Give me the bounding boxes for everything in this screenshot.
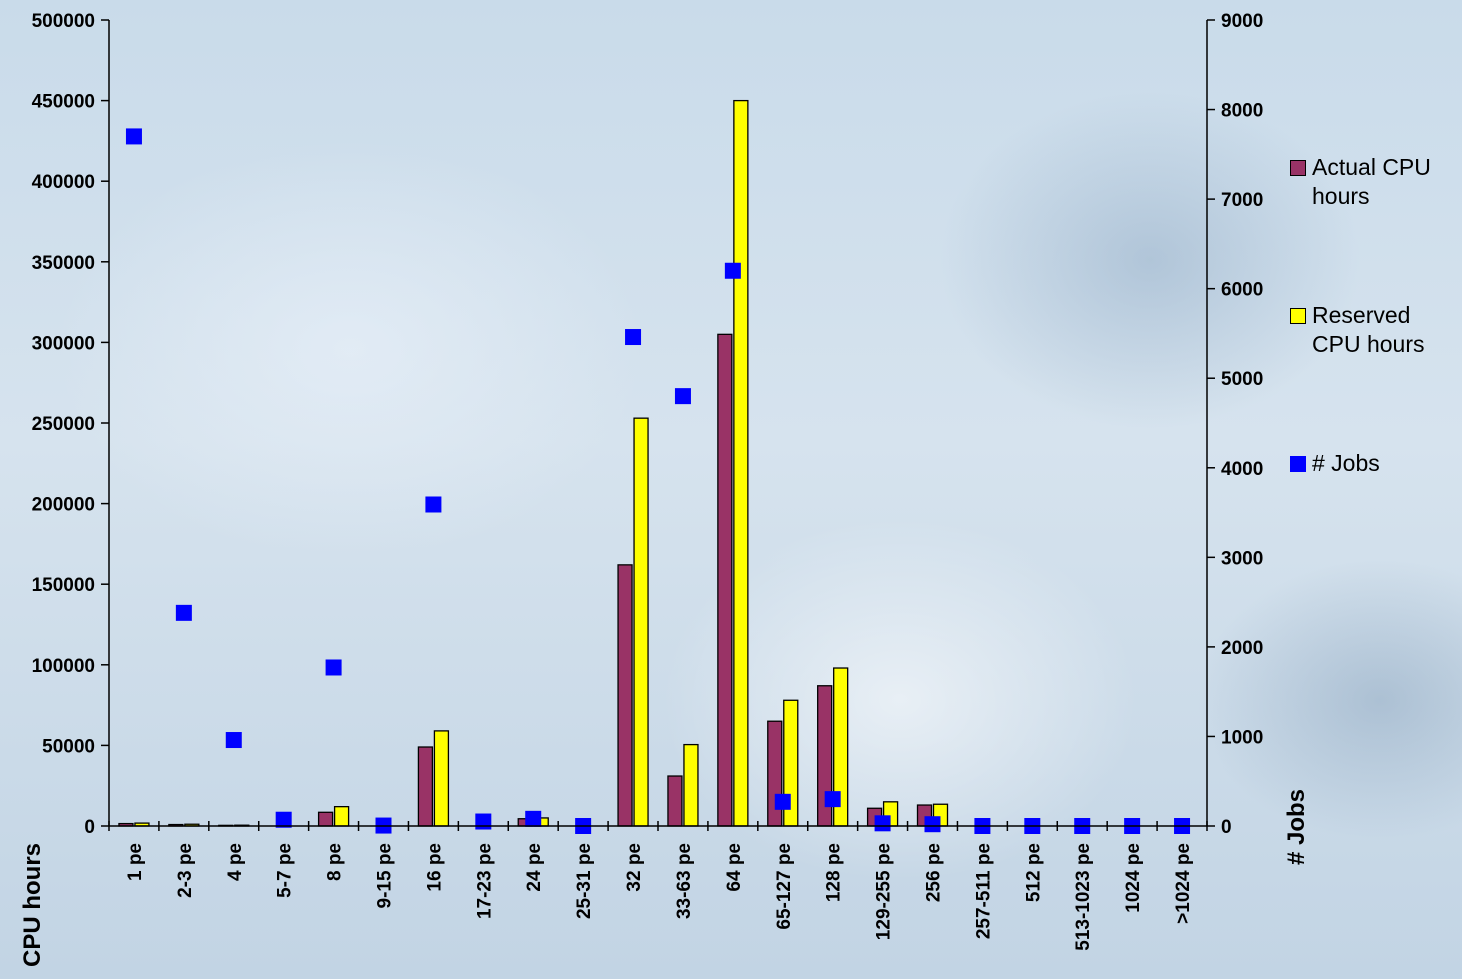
legend-swatch-reserved <box>1290 308 1306 324</box>
category-label-21: >1024 pe <box>1173 843 1194 924</box>
right-tick-label-0: 0 <box>1221 817 1232 838</box>
category-label-0: 1 pe <box>125 843 146 881</box>
right-tick-label-2: 2000 <box>1221 638 1263 659</box>
y-axis-title: CPU hours <box>19 843 46 967</box>
bar-reserved-4 <box>333 806 350 827</box>
category-label-17: 257-511 pe <box>973 843 994 939</box>
left-tick-label-3: 150000 <box>32 575 95 596</box>
jobs-point-12 <box>724 262 741 279</box>
left-tick-label-1: 50000 <box>42 736 95 757</box>
left-tick-label-2: 100000 <box>32 656 95 677</box>
legend-label-actual: Actual CPU hours <box>1312 154 1431 209</box>
bar-actual-6 <box>417 746 434 827</box>
left-tick-labels: 0 50000 100000 150000 200000 250000 300000 3500… <box>32 11 95 838</box>
category-label-1: 2-3 pe <box>175 843 196 898</box>
right-tick-label-6: 6000 <box>1221 280 1263 301</box>
category-label-16: 256 pe <box>924 843 945 902</box>
right-tick-label-4: 4000 <box>1221 459 1263 480</box>
category-label-18: 512 pe <box>1023 843 1044 902</box>
y2-axis-title: # Jobs <box>1283 789 1310 865</box>
category-label-9: 25-31 pe <box>574 843 595 919</box>
jobs-point-13 <box>774 793 791 810</box>
legend-swatch-actual <box>1290 160 1306 176</box>
category-label-6: 16 pe <box>424 843 445 892</box>
category-label-3: 5-7 pe <box>275 843 296 898</box>
category-label-20: 1024 pe <box>1123 843 1144 913</box>
left-tick-label-9: 450000 <box>32 92 95 113</box>
left-tick-label-7: 350000 <box>32 253 95 274</box>
jobs-point-2 <box>225 732 242 749</box>
category-label-5: 9-15 pe <box>375 843 396 908</box>
bar-actual-10 <box>617 564 633 827</box>
category-label-19: 513-1023 pe <box>1073 843 1094 951</box>
jobs-point-16 <box>924 816 941 833</box>
jobs-point-0 <box>125 128 142 145</box>
category-label-11: 33-63 pe <box>674 843 695 919</box>
category-label-13: 65-127 pe <box>774 843 795 930</box>
category-labels: 1 pe 2-3 pe 4 pe 5-7 pe 8 pe 9-15 pe 16 pe 17-2… <box>125 843 1194 951</box>
bar-reserved-6 <box>433 730 450 827</box>
category-label-2: 4 pe <box>225 843 246 881</box>
category-label-12: 64 pe <box>724 843 745 892</box>
jobs-point-14 <box>824 791 841 808</box>
jobs-point-1 <box>175 604 192 621</box>
legend-swatch-jobs <box>1290 456 1306 472</box>
category-label-8: 24 pe <box>524 843 545 892</box>
bar-actual-11 <box>667 775 683 827</box>
bar-reserved-11 <box>683 743 699 827</box>
category-label-15: 129-255 pe <box>874 843 895 940</box>
legend-label-reserved: Reserved CPU hours <box>1312 302 1425 357</box>
bar-actual-12 <box>717 333 733 827</box>
bar-reserved-10 <box>633 417 649 827</box>
left-tick-label-8: 400000 <box>32 172 95 193</box>
left-tick-label-6: 300000 <box>32 333 95 354</box>
points-layer <box>125 128 1191 834</box>
category-label-14: 128 pe <box>824 843 845 902</box>
right-tick-label-9: 9000 <box>1221 11 1263 32</box>
legend-label-jobs: # Jobs <box>1312 450 1380 476</box>
left-tick-label-4: 200000 <box>32 495 95 516</box>
jobs-point-11 <box>674 388 691 405</box>
jobs-point-15 <box>874 815 891 832</box>
jobs-point-6 <box>425 496 442 513</box>
jobs-point-7 <box>475 813 492 830</box>
bar-actual-4 <box>317 811 334 827</box>
bars-layer <box>118 99 949 827</box>
axes-layer <box>101 19 1215 831</box>
left-tick-label-10: 500000 <box>32 11 95 32</box>
right-tick-label-7: 7000 <box>1221 190 1263 211</box>
right-tick-labels: 0 1000 2000 3000 4000 5000 6000 7000 8000 9000 <box>1221 11 1263 838</box>
left-tick-label-0: 0 <box>84 817 95 838</box>
category-label-7: 17-23 pe <box>474 843 495 919</box>
jobs-point-8 <box>525 810 542 827</box>
right-tick-label-8: 8000 <box>1221 101 1263 122</box>
right-tick-label-1: 1000 <box>1221 727 1263 748</box>
jobs-point-4 <box>325 659 342 676</box>
bar-reserved-12 <box>733 99 749 827</box>
jobs-point-3 <box>275 811 292 828</box>
category-label-4: 8 pe <box>325 843 346 881</box>
bar-actual-13 <box>767 720 783 827</box>
category-label-10: 32 pe <box>624 843 645 892</box>
jobs-point-10 <box>625 329 642 346</box>
right-tick-label-5: 5000 <box>1221 369 1263 390</box>
left-tick-label-5: 250000 <box>32 414 95 435</box>
right-tick-label-3: 3000 <box>1221 548 1263 569</box>
